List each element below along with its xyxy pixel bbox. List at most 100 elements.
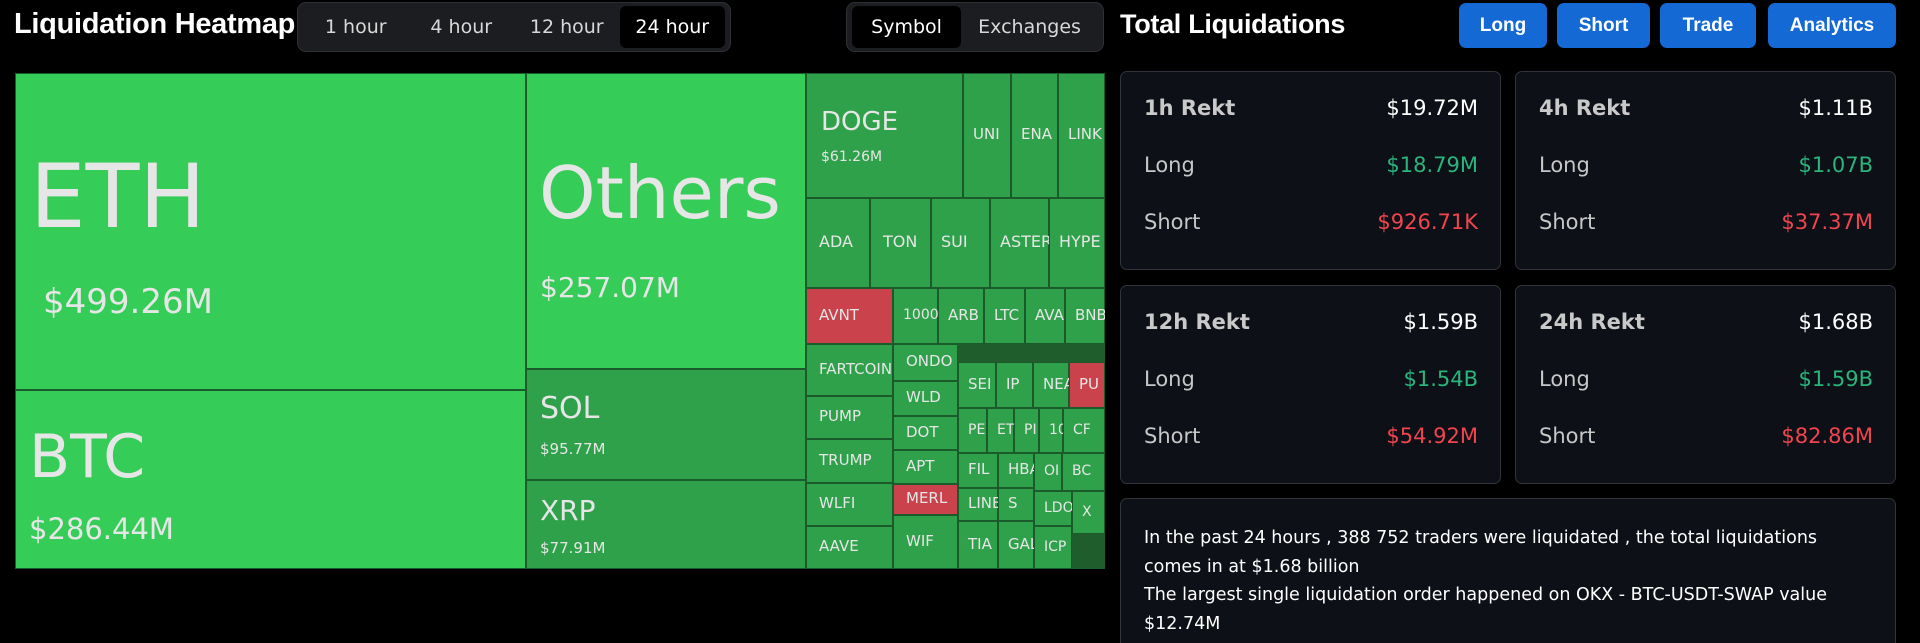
tile-wif[interactable]: WIF [893,515,958,569]
tile-hba[interactable]: HBA [998,453,1034,488]
tile-apt[interactable]: APT [893,450,958,484]
tile-ena[interactable]: ENA [1011,73,1058,198]
tile-sei[interactable]: SEI [958,362,996,408]
tile-1000[interactable]: 1000 [893,288,938,344]
view-mode-selector: Symbol Exchanges [846,2,1104,52]
card-title: 4h Rekt [1539,96,1631,120]
tile-symbol: ARB [948,306,979,324]
tile-symbol: X [1082,504,1092,520]
tile-gal[interactable]: GAL [998,521,1034,569]
tile-wld[interactable]: WLD [893,381,958,416]
tile-symbol: BTC [29,422,146,492]
tile-symbol: GAL [1008,535,1034,553]
tile-s[interactable]: S [998,488,1034,521]
short-label: Short [1144,210,1201,234]
tile-uni[interactable]: UNI [963,73,1011,198]
tile-ldo[interactable]: LDO [1034,491,1072,526]
long-button[interactable]: Long [1459,3,1547,48]
tile-ton[interactable]: TON [870,198,931,288]
tile-symbol: SOL [540,391,600,426]
tile-bc[interactable]: BC [1062,453,1105,491]
tile-oi[interactable]: OI [1034,453,1062,491]
tile-pe[interactable]: PE [958,408,987,453]
tile-doge[interactable]: DOGE $61.26M [806,73,963,198]
tile-symbol: ADA [819,232,853,251]
tile-tia[interactable]: TIA [958,521,998,569]
tile-10[interactable]: 10 [1039,408,1063,453]
tile-btc[interactable]: BTC $286.44M [15,390,526,569]
tile-symbol: MERL [906,489,948,507]
tile-aave[interactable]: AAVE [806,526,893,569]
tile-ondo[interactable]: ONDO [893,344,958,381]
tile-fartcoin[interactable]: FARTCOIN [806,344,893,396]
tile-hype[interactable]: HYPE [1049,198,1105,288]
long-value: $1.59B [1798,367,1873,391]
time-option-24-hour[interactable]: 24 hour [619,6,725,48]
time-option-1-hour[interactable]: 1 hour [324,16,387,38]
summary-line-2: The largest single liquidation order hap… [1144,585,1828,634]
tile-arb[interactable]: ARB [938,288,984,344]
view-option-symbol[interactable]: Symbol [852,6,962,48]
tile-others[interactable]: Others $257.07M [526,73,806,369]
long-label: Long [1539,367,1590,391]
tile-avnt[interactable]: AVNT [806,288,893,344]
tile-xrp[interactable]: XRP $77.91M [526,480,806,569]
tile-sol[interactable]: SOL $95.77M [526,369,806,480]
tile-ip[interactable]: IP [996,362,1033,408]
tile-et[interactable]: ET [987,408,1014,453]
short-value: $82.86M [1781,424,1873,448]
tile-icp[interactable]: ICP [1034,526,1072,569]
short-button[interactable]: Short [1557,3,1650,48]
tile-symbol: TON [883,232,918,251]
long-value: $1.07B [1798,153,1873,177]
tile-merl[interactable]: MERL [893,484,958,515]
time-option-4-hour[interactable]: 4 hour [430,16,493,38]
card-total: $19.72M [1386,96,1478,120]
tile-line[interactable]: LINE [958,488,998,521]
tile-symbol: DOT [906,423,939,441]
analytics-button[interactable]: Analytics [1768,3,1896,48]
tile-symbol: WLD [906,388,941,406]
tile-pu[interactable]: PU [1069,362,1105,408]
short-label: Short [1539,210,1596,234]
tile-symbol: FIL [968,460,990,478]
tile-symbol: ENA [1021,125,1052,143]
long-label: Long [1144,153,1195,177]
tile-nea[interactable]: NEA [1033,362,1069,408]
trade-button[interactable]: Trade [1660,3,1756,48]
tile-bnb[interactable]: BNB [1065,288,1105,344]
tile-aster[interactable]: ASTER [990,198,1049,288]
tile-trump[interactable]: TRUMP [806,439,893,483]
time-option-12-hour[interactable]: 12 hour [529,16,604,38]
tile-symbol: LINE [968,494,998,512]
tile-fil[interactable]: FIL [958,453,998,488]
card-title: 12h Rekt [1144,310,1250,334]
time-range-selector: 1 hour 4 hour 12 hour 24 hour [297,2,731,52]
tile-cf[interactable]: CF [1063,408,1105,453]
tile-symbol: BC [1072,463,1092,479]
tile-symbol: AAVE [819,537,859,555]
tile-ltc[interactable]: LTC [984,288,1025,344]
tile-sui[interactable]: SUI [931,198,990,288]
tile-wlfi[interactable]: WLFI [806,483,893,526]
card-total: $1.11B [1798,96,1873,120]
tile-link[interactable]: LINK [1058,73,1105,198]
tile-dot[interactable]: DOT [893,416,958,450]
tile-ava[interactable]: AVA [1025,288,1065,344]
long-value: $18.79M [1386,153,1478,177]
tile-pump[interactable]: PUMP [806,396,893,439]
tile-value: $61.26M [821,149,883,165]
tile-symbol: XRP [540,494,596,527]
tile-symbol: 10 [1049,422,1063,438]
view-option-exchanges[interactable]: Exchanges [978,16,1081,38]
rekt-card-1h: 1h Rekt $19.72M Long $18.79M Short $926.71K [1120,71,1501,270]
liquidation-summary: In the past 24 hours , 388 752 traders w… [1120,498,1896,643]
rekt-card-24h: 24h Rekt $1.68B Long $1.59B Short $82.86M [1515,285,1896,484]
tile-symbol: ICP [1044,539,1067,555]
tile-symbol: LINK [1068,125,1102,143]
tile-x[interactable]: X [1072,491,1105,534]
tile-eth[interactable]: ETH $499.26M [15,73,526,390]
short-value: $926.71K [1377,210,1478,234]
tile-ada[interactable]: ADA [806,198,870,288]
tile-pi[interactable]: PI [1014,408,1039,453]
